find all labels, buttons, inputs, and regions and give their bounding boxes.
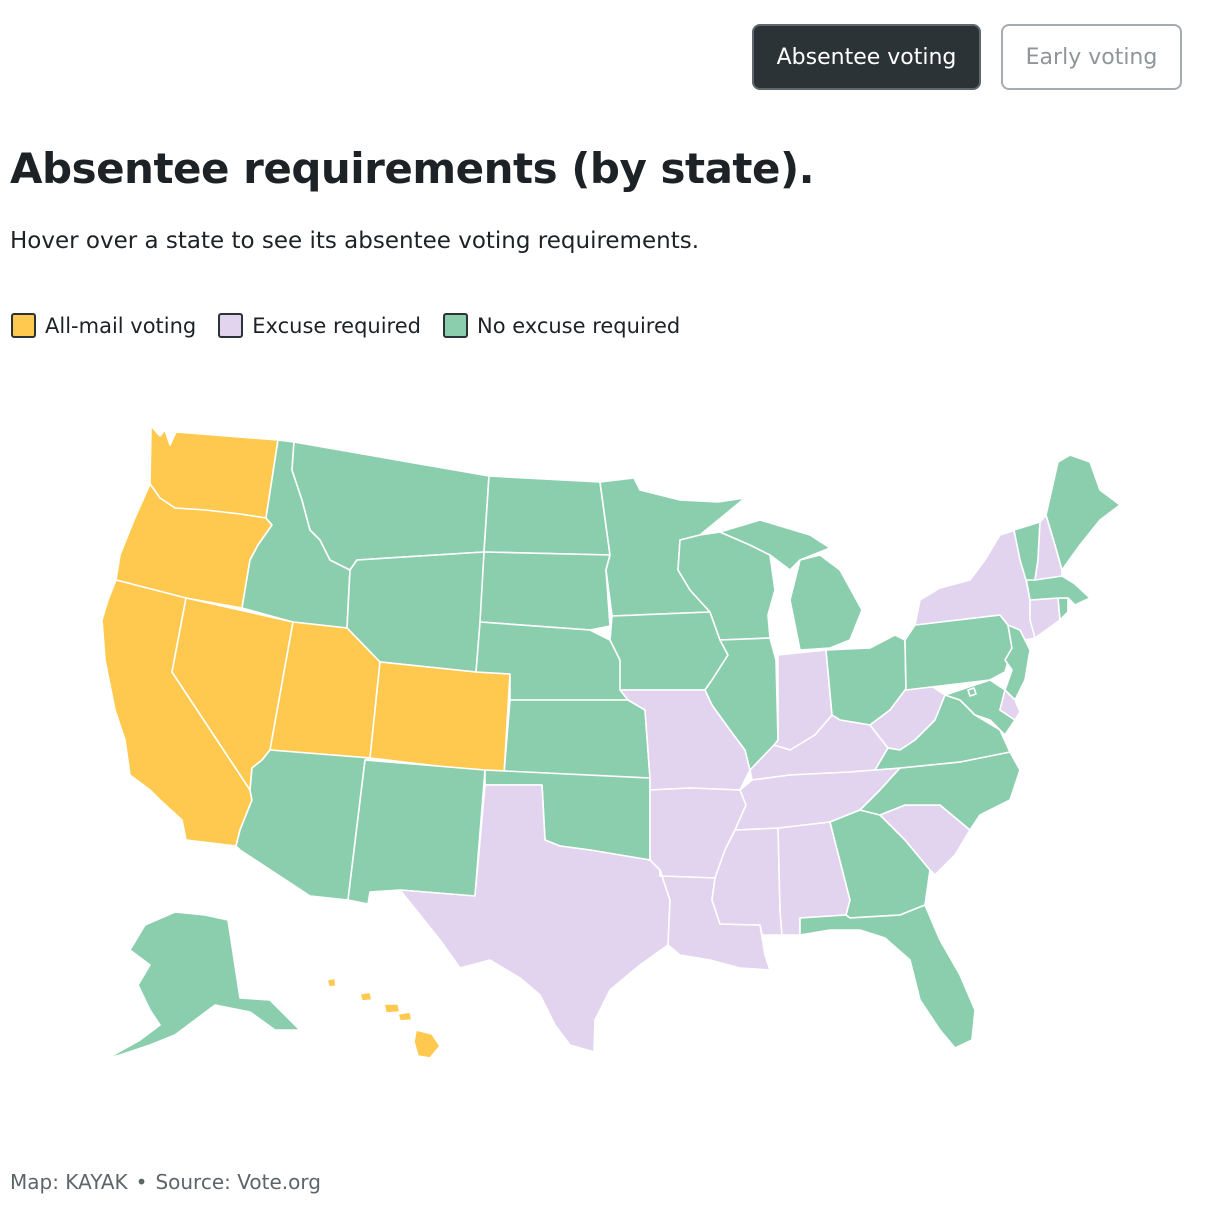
state-SD[interactable]	[479, 551, 611, 631]
legend-label-excuse-required: Excuse required	[252, 313, 421, 338]
legend-item-all-mail: All-mail voting	[11, 313, 196, 338]
legend-swatch-no-excuse-required	[442, 313, 468, 338]
state-AZ[interactable]	[235, 749, 371, 901]
state-PA[interactable]	[904, 614, 1013, 691]
state-HI[interactable]	[326, 977, 441, 1059]
page-title: Absentee requirements (by state).	[10, 144, 815, 193]
absentee-voting-button[interactable]: Absentee voting	[752, 24, 981, 90]
legend-item-no-excuse-required: No excuse required	[442, 313, 681, 338]
state-RI[interactable]	[1057, 597, 1069, 621]
map-legend: All-mail voting Excuse required No excus…	[11, 313, 680, 338]
state-NM[interactable]	[347, 759, 486, 905]
voting-type-toggle: Absentee voting Early voting	[752, 24, 1182, 90]
state-IA[interactable]	[609, 611, 729, 691]
state-KS[interactable]	[503, 699, 651, 779]
us-states-map	[101, 425, 1121, 1059]
legend-item-excuse-required: Excuse required	[218, 313, 421, 338]
source-credit: Source: Vote.org	[155, 1170, 321, 1194]
state-DE[interactable]	[999, 689, 1021, 721]
state-IL[interactable]	[704, 637, 779, 771]
page-subtitle: Hover over a state to see its absentee v…	[10, 228, 700, 254]
legend-label-all-mail: All-mail voting	[45, 313, 197, 338]
state-TX[interactable]	[399, 784, 671, 1053]
legend-swatch-excuse-required	[218, 313, 244, 338]
footer-separator: •	[135, 1170, 148, 1194]
early-voting-button[interactable]: Early voting	[1001, 24, 1182, 90]
state-CT[interactable]	[1029, 597, 1061, 639]
map-credit: Map: KAYAK	[10, 1170, 128, 1194]
legend-swatch-all-mail	[11, 313, 36, 338]
state-AK[interactable]	[107, 911, 301, 1059]
state-DC[interactable]	[967, 687, 977, 697]
state-ND[interactable]	[483, 475, 611, 556]
state-MA[interactable]	[1025, 575, 1091, 606]
legend-label-no-excuse-required: No excuse required	[476, 313, 681, 338]
state-MI[interactable]	[719, 519, 863, 651]
state-FL[interactable]	[799, 904, 976, 1049]
state-ME[interactable]	[1045, 454, 1121, 571]
map-footer: Map: KAYAK • Source: Vote.org	[10, 1170, 321, 1194]
state-MD[interactable]	[944, 679, 1016, 736]
state-CO[interactable]	[369, 661, 511, 775]
